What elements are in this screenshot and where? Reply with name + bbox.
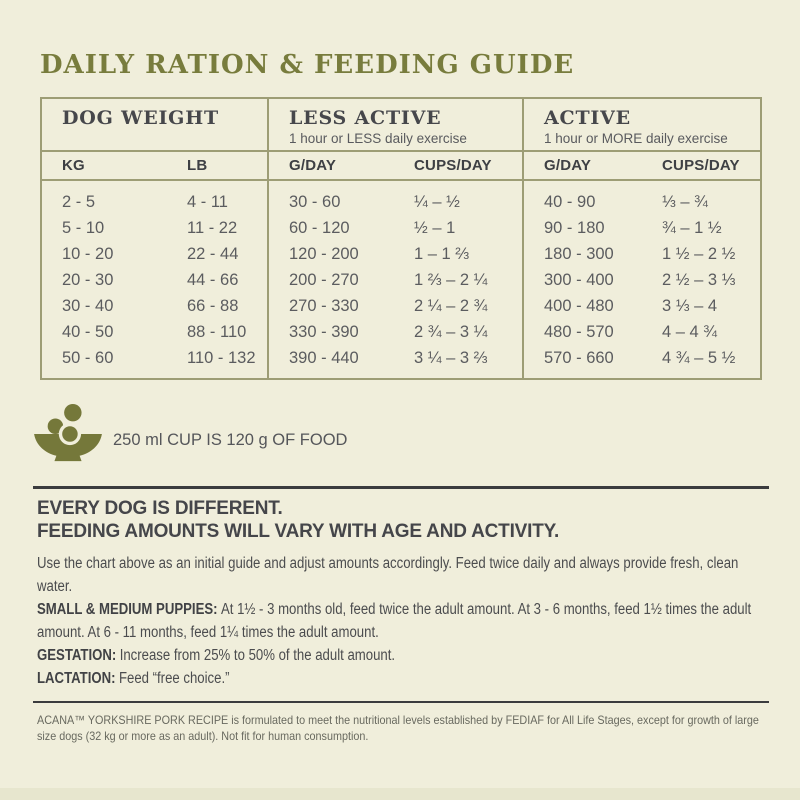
table-cell: 88 - 110 bbox=[187, 323, 247, 341]
table-cell: 40 - 90 bbox=[544, 193, 596, 211]
table-group-header-row: DOG WEIGHT LESS ACTIVE 1 hour or LESS da… bbox=[42, 99, 760, 152]
table-cell: 50 - 60 bbox=[62, 349, 114, 367]
col-header-lb: LB bbox=[187, 157, 208, 174]
table-cell: 200 - 270 bbox=[289, 271, 359, 289]
page-title: DAILY RATION & FEEDING GUIDE bbox=[40, 50, 575, 80]
table-cell: ⅓ – ¾ bbox=[662, 193, 708, 211]
table-cell: 110 - 132 bbox=[187, 349, 256, 367]
group-active: ACTIVE 1 hour or MORE daily exercise bbox=[544, 107, 728, 146]
table-cell: 3 ¼ – 3 ⅔ bbox=[414, 349, 488, 367]
table-cell: 1 – 1 ⅔ bbox=[414, 245, 470, 263]
table-cell: 44 - 66 bbox=[187, 271, 239, 289]
table-cell: ½ – 1 bbox=[414, 219, 456, 237]
table-cell: 10 - 20 bbox=[62, 245, 114, 263]
table-cell: 2 - 5 bbox=[62, 193, 96, 211]
table-cell: 1 ⅔ – 2 ¼ bbox=[414, 271, 488, 289]
table-cell: 2 ¾ – 3 ¼ bbox=[414, 323, 488, 341]
table-cell: 30 - 40 bbox=[62, 297, 114, 315]
col-header-cupsday-less: CUPS/DAY bbox=[414, 157, 492, 174]
bottom-edge-strip bbox=[0, 788, 800, 800]
note-puppies: SMALL & MEDIUM PUPPIES: At 1½ - 3 months … bbox=[37, 598, 770, 644]
table-cell: 20 - 30 bbox=[62, 271, 114, 289]
table-cell: 480 - 570 bbox=[544, 323, 614, 341]
col-header-kg: KG bbox=[62, 157, 85, 174]
table-cell: 4 – 4 ¾ bbox=[662, 323, 718, 341]
divider-rule-top bbox=[33, 486, 769, 489]
table-column-header-row: KG LB G/DAY CUPS/DAY G/DAY CUPS/DAY bbox=[42, 152, 760, 181]
note-lactation: LACTATION: Feed “free choice.” bbox=[37, 667, 770, 690]
table-cell: 5 - 10 bbox=[62, 219, 105, 237]
notes-heading-line2: FEEDING AMOUNTS WILL VARY WITH AGE AND A… bbox=[37, 520, 560, 542]
table-cell: 570 - 660 bbox=[544, 349, 614, 367]
group-dog-weight: DOG WEIGHT bbox=[62, 107, 219, 129]
table-cell: 400 - 480 bbox=[544, 297, 614, 315]
col-header-gday-active: G/DAY bbox=[544, 157, 592, 174]
table-cell: 66 - 88 bbox=[187, 297, 239, 315]
table-cell: 3 ⅓ – 4 bbox=[662, 297, 718, 315]
note-puppies-text: At 1½ - 3 months old, feed twice the adu… bbox=[37, 600, 752, 641]
table-divider-2 bbox=[522, 99, 524, 378]
table-cell: 390 - 440 bbox=[289, 349, 359, 367]
feeding-table: DOG WEIGHT LESS ACTIVE 1 hour or LESS da… bbox=[40, 97, 762, 380]
note-gestation-label: GESTATION: bbox=[37, 646, 117, 664]
regulatory-disclaimer: ACANA™ YORKSHIRE PORK RECIPE is formulat… bbox=[37, 712, 759, 744]
note-puppies-label: SMALL & MEDIUM PUPPIES: bbox=[37, 600, 218, 618]
divider-rule-bottom bbox=[33, 700, 769, 703]
table-cell: 60 - 120 bbox=[289, 219, 350, 237]
table-cell: 4 - 11 bbox=[187, 193, 228, 211]
table-cell: 22 - 44 bbox=[187, 245, 239, 263]
table-cell: 2 ½ – 3 ⅓ bbox=[662, 271, 736, 289]
table-cell: 120 - 200 bbox=[289, 245, 359, 263]
table-cell: 270 - 330 bbox=[289, 297, 359, 315]
table-cell: 40 - 50 bbox=[62, 323, 114, 341]
note-gestation-text: Increase from 25% to 50% of the adult am… bbox=[119, 646, 396, 664]
table-cell: 300 - 400 bbox=[544, 271, 614, 289]
group-less-active: LESS ACTIVE 1 hour or LESS daily exercis… bbox=[289, 107, 467, 146]
table-cell: ¼ – ½ bbox=[414, 193, 460, 211]
table-cell: 4 ¾ – 5 ½ bbox=[662, 349, 736, 367]
table-cell: ¾ – 1 ½ bbox=[662, 219, 722, 237]
table-cell: 2 ¼ – 2 ¾ bbox=[414, 297, 488, 315]
notes-intro: Use the chart above as an initial guide … bbox=[37, 554, 739, 595]
table-cell: 30 - 60 bbox=[289, 193, 341, 211]
table-cell: 1 ½ – 2 ½ bbox=[662, 245, 736, 263]
notes-heading-line1: EVERY DOG IS DIFFERENT. bbox=[37, 497, 283, 519]
note-gestation: GESTATION: Increase from 25% to 50% of th… bbox=[37, 644, 770, 667]
feeding-notes-section: EVERY DOG IS DIFFERENT. FEEDING AMOUNTS … bbox=[33, 486, 769, 745]
food-bowl-icon bbox=[33, 402, 103, 464]
table-divider-1 bbox=[267, 99, 269, 378]
cup-measure-text: 250 ml CUP IS 120 g OF FOOD bbox=[113, 430, 348, 449]
table-cell: 11 - 22 bbox=[187, 219, 238, 237]
note-lactation-label: LACTATION: bbox=[37, 669, 116, 687]
table-body: 2 - 5 4 - 11 30 - 60 ¼ – ½ 40 - 90 ⅓ – ¾… bbox=[42, 181, 760, 371]
table-cell: 180 - 300 bbox=[544, 245, 614, 263]
table-cell: 330 - 390 bbox=[289, 323, 359, 341]
table-cell: 90 - 180 bbox=[544, 219, 605, 237]
col-header-cupsday-active: CUPS/DAY bbox=[662, 157, 740, 174]
cup-measure-note: 250 ml CUP IS 120 g OF FOOD bbox=[33, 402, 347, 464]
col-header-gday-less: G/DAY bbox=[289, 157, 337, 174]
note-lactation-text: Feed “free choice.” bbox=[118, 669, 230, 687]
